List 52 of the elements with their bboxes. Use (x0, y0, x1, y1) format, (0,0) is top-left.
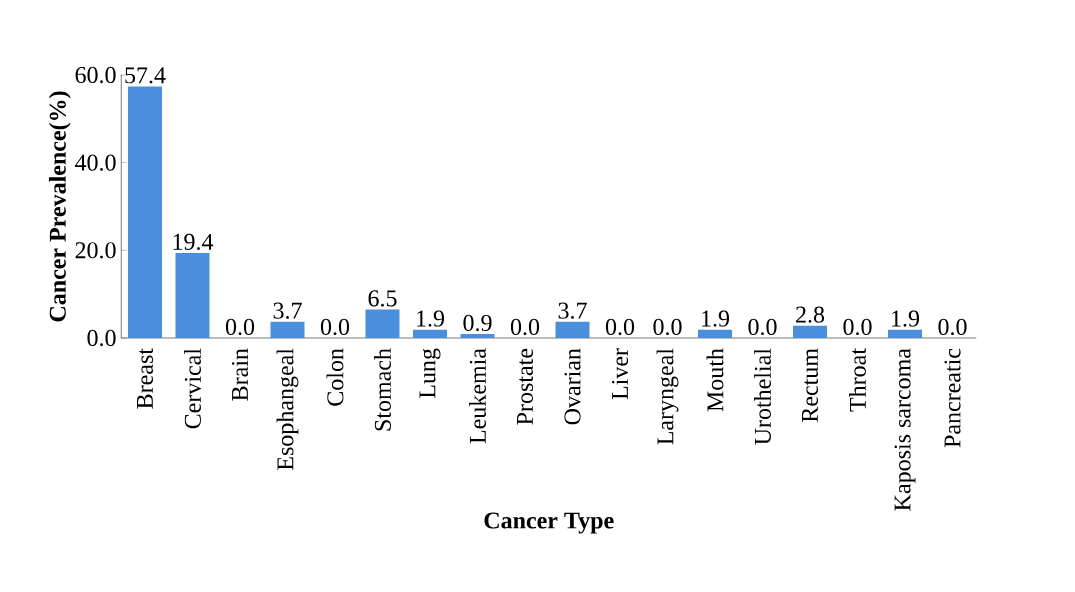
bar (413, 329, 447, 338)
bar (175, 252, 210, 338)
data-label: 0.9 (463, 314, 492, 332)
y-tick-label: 40.0 (75, 154, 116, 171)
y-tick-label: 60.0 (75, 66, 116, 84)
bar (365, 309, 400, 338)
y-tick-label: 20.0 (75, 242, 116, 259)
x-tick-label: Ovarian (564, 348, 581, 425)
x-tick-label: Leukemia (469, 348, 486, 444)
x-tick-label: Stomach (374, 348, 391, 431)
data-label: 1.9 (417, 310, 445, 327)
bar (793, 325, 827, 338)
x-axis-title: Cancer Type (484, 512, 614, 534)
data-label: 0.0 (225, 318, 255, 336)
bar (270, 321, 305, 338)
data-label: 0.0 (938, 318, 967, 336)
data-label: 3.7 (558, 302, 587, 319)
bar (555, 321, 590, 338)
bar (888, 329, 922, 338)
x-tick-label: Liver (611, 348, 629, 400)
data-label: 0.0 (843, 318, 872, 336)
x-tick-label: Esophangeal (276, 348, 299, 470)
x-tick-label: Brain (231, 348, 249, 401)
data-label: 2.8 (796, 306, 825, 323)
bar (698, 329, 732, 338)
data-label: 0.0 (748, 318, 777, 336)
x-tick-label: Lung (419, 348, 441, 399)
x-tick-label: Laryngeal (656, 348, 679, 445)
x-tick-label: Mouth (706, 348, 724, 412)
x-tick-label: Cervical (184, 348, 201, 429)
x-tick-label: Rectum (802, 348, 818, 422)
data-label: 57.4 (125, 67, 166, 84)
x-tick-label: Urothelial (754, 348, 771, 445)
data-label: 6.5 (368, 290, 397, 307)
y-axis-title: Cancer Prevalence(%) (48, 91, 71, 322)
data-label: 0.0 (320, 318, 350, 336)
data-label: 19.4 (173, 233, 214, 251)
data-label: 3.7 (273, 302, 302, 319)
x-tick-label: Breast (137, 348, 153, 409)
data-label: 1.9 (702, 310, 730, 327)
data-label: 1.9 (892, 310, 920, 327)
data-label: 0.0 (510, 318, 540, 336)
bar (128, 86, 163, 338)
data-label: 0.0 (605, 318, 635, 336)
bar (460, 334, 495, 338)
x-tick-label: Kaposis sarcoma (894, 348, 916, 511)
x-tick-label: Colon (326, 348, 344, 406)
y-tick-label: 0.0 (87, 329, 116, 347)
x-tick-label: Prostate (517, 348, 533, 425)
x-tick-label: Pancreatic (944, 348, 961, 448)
x-tick-label: Throat (849, 348, 866, 412)
data-label: 0.0 (653, 318, 682, 336)
